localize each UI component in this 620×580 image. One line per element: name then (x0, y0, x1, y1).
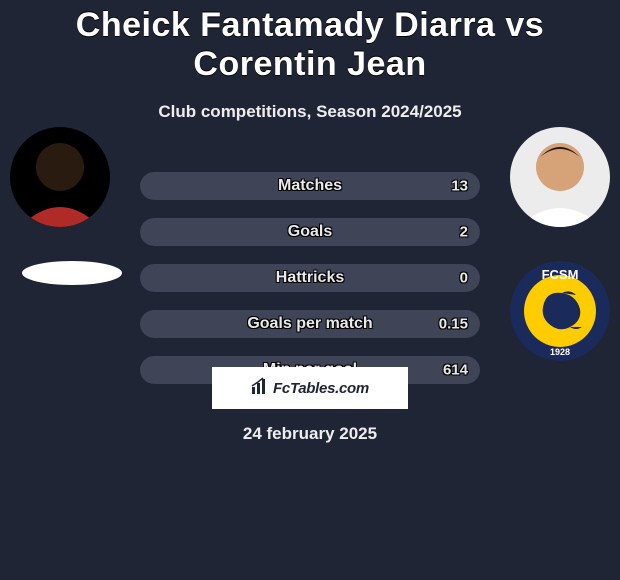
stat-label: Goals (288, 223, 332, 241)
subtitle: Club competitions, Season 2024/2025 (0, 102, 620, 122)
stat-value-right: 0.15 (439, 316, 468, 333)
stat-value-right: 2 (460, 224, 468, 241)
stat-row: Matches 13 (140, 172, 480, 200)
date-line: 24 february 2025 (0, 424, 620, 444)
stat-label: Hattricks (276, 269, 344, 287)
stat-row: Goals 2 (140, 218, 480, 246)
page-title: Cheick Fantamady Diarra vs Corentin Jean (0, 0, 620, 84)
stat-row: Hattricks 0 (140, 264, 480, 292)
chart-icon (251, 377, 269, 399)
stat-label: Matches (278, 177, 342, 195)
stat-value-right: 13 (451, 178, 468, 195)
stat-label: Goals per match (247, 315, 372, 333)
stat-row: Goals per match 0.15 (140, 310, 480, 338)
fctables-logo: FcTables.com (212, 367, 408, 409)
stat-value-right: 0 (460, 270, 468, 287)
stats-rows: Matches 13 Goals 2 Hattricks 0 Goals per… (0, 122, 620, 402)
logo-text: FcTables.com (273, 380, 369, 397)
stat-value-right: 614 (443, 362, 468, 379)
